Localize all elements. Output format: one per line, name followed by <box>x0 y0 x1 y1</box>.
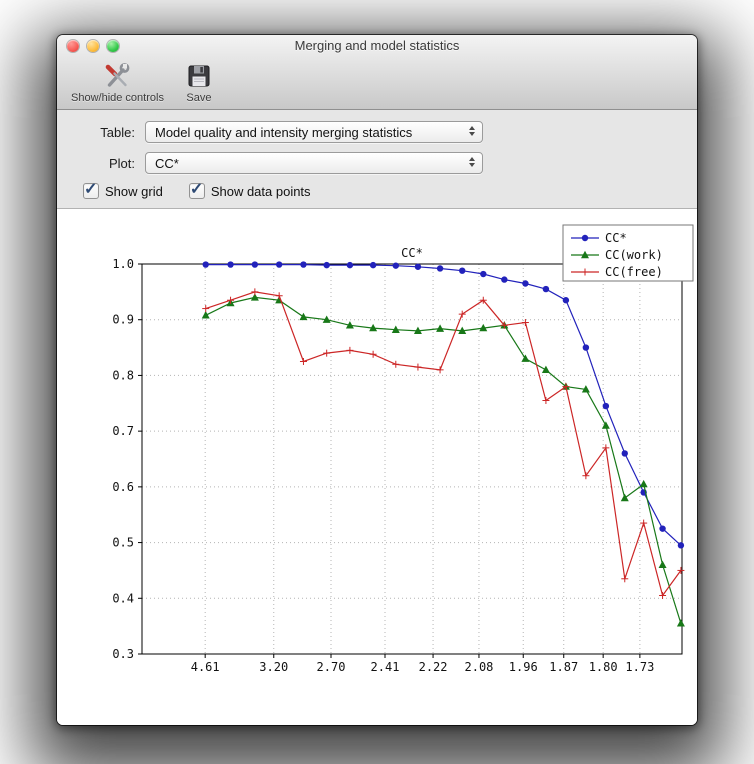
save-icon <box>186 61 212 91</box>
plot-select[interactable]: CC* <box>145 152 483 174</box>
popup-arrows-icon <box>469 126 475 136</box>
window-chrome: Merging and model statistics Show/hide c… <box>57 35 697 110</box>
table-row: Table: Model quality and intensity mergi… <box>83 121 697 143</box>
svg-text:1.73: 1.73 <box>625 660 654 671</box>
svg-text:3.20: 3.20 <box>259 660 288 671</box>
window-title: Merging and model statistics <box>294 38 460 53</box>
traffic-lights <box>67 40 119 52</box>
table-label: Table: <box>100 124 135 140</box>
save-button[interactable]: Save <box>186 61 212 104</box>
plot-row: Plot: CC* <box>83 152 697 174</box>
plot-select-value: CC* <box>155 155 179 171</box>
svg-text:0.7: 0.7 <box>112 424 134 438</box>
plot-label: Plot: <box>108 155 135 171</box>
show-hide-controls-button[interactable]: Show/hide controls <box>71 61 164 104</box>
svg-text:2.70: 2.70 <box>317 660 346 671</box>
controls-panel: Table: Model quality and intensity mergi… <box>57 110 697 209</box>
checkmark-icon: ✓ <box>84 181 98 198</box>
table-select-value: Model quality and intensity merging stat… <box>155 124 413 140</box>
svg-text:2.08: 2.08 <box>465 660 494 671</box>
checkmark-icon: ✓ <box>189 181 204 198</box>
show-data-points-checkbox[interactable]: ✓ Show data points <box>188 181 311 199</box>
titlebar[interactable]: Merging and model statistics <box>57 35 697 57</box>
toolbar: Show/hide controls Save <box>57 57 697 109</box>
tools-icon <box>102 61 132 91</box>
svg-text:1.80: 1.80 <box>589 660 618 671</box>
minimize-button[interactable] <box>87 40 99 52</box>
svg-text:0.9: 0.9 <box>112 313 134 327</box>
checkbox-label: Show grid <box>105 183 163 199</box>
toolbar-button-label: Show/hide controls <box>71 92 164 104</box>
svg-text:CC(work): CC(work) <box>605 248 663 262</box>
toolbar-button-label: Save <box>186 92 212 104</box>
svg-text:CC(free): CC(free) <box>605 265 663 279</box>
svg-text:2.41: 2.41 <box>371 660 400 671</box>
svg-text:1.96: 1.96 <box>509 660 538 671</box>
svg-text:0.3: 0.3 <box>112 647 134 661</box>
svg-text:0.4: 0.4 <box>112 591 134 605</box>
checkbox-label: Show data points <box>210 183 311 199</box>
checkbox-row: ✓ Show grid ✓ Show data points <box>83 181 697 199</box>
show-grid-checkbox[interactable]: ✓ Show grid <box>83 181 163 199</box>
svg-text:0.6: 0.6 <box>112 480 134 494</box>
checkbox-box: ✓ <box>188 181 205 199</box>
svg-text:CC*: CC* <box>605 231 627 245</box>
table-select[interactable]: Model quality and intensity merging stat… <box>145 121 483 143</box>
zoom-button[interactable] <box>107 40 119 52</box>
plot-area: 0.3 0.4 0.5 0.6 0.7 0.8 0.9 1.0 4.61 3.20 2.70 2.41… <box>57 209 697 725</box>
svg-text:1.0: 1.0 <box>112 257 134 271</box>
svg-text:0.5: 0.5 <box>112 536 134 550</box>
checkbox-box: ✓ <box>83 181 99 199</box>
svg-text:1.87: 1.87 <box>549 660 578 671</box>
popup-arrows-icon <box>469 157 475 167</box>
close-button[interactable] <box>67 40 79 52</box>
app-window: Merging and model statistics Show/hide c… <box>57 35 697 725</box>
svg-text:CC*: CC* <box>401 246 423 260</box>
svg-text:2.22: 2.22 <box>419 660 448 671</box>
svg-text:0.8: 0.8 <box>112 368 134 382</box>
svg-text:4.61: 4.61 <box>191 660 220 671</box>
plot-canvas: 0.3 0.4 0.5 0.6 0.7 0.8 0.9 1.0 4.61 3.20 2.70 2.41… <box>57 219 697 671</box>
